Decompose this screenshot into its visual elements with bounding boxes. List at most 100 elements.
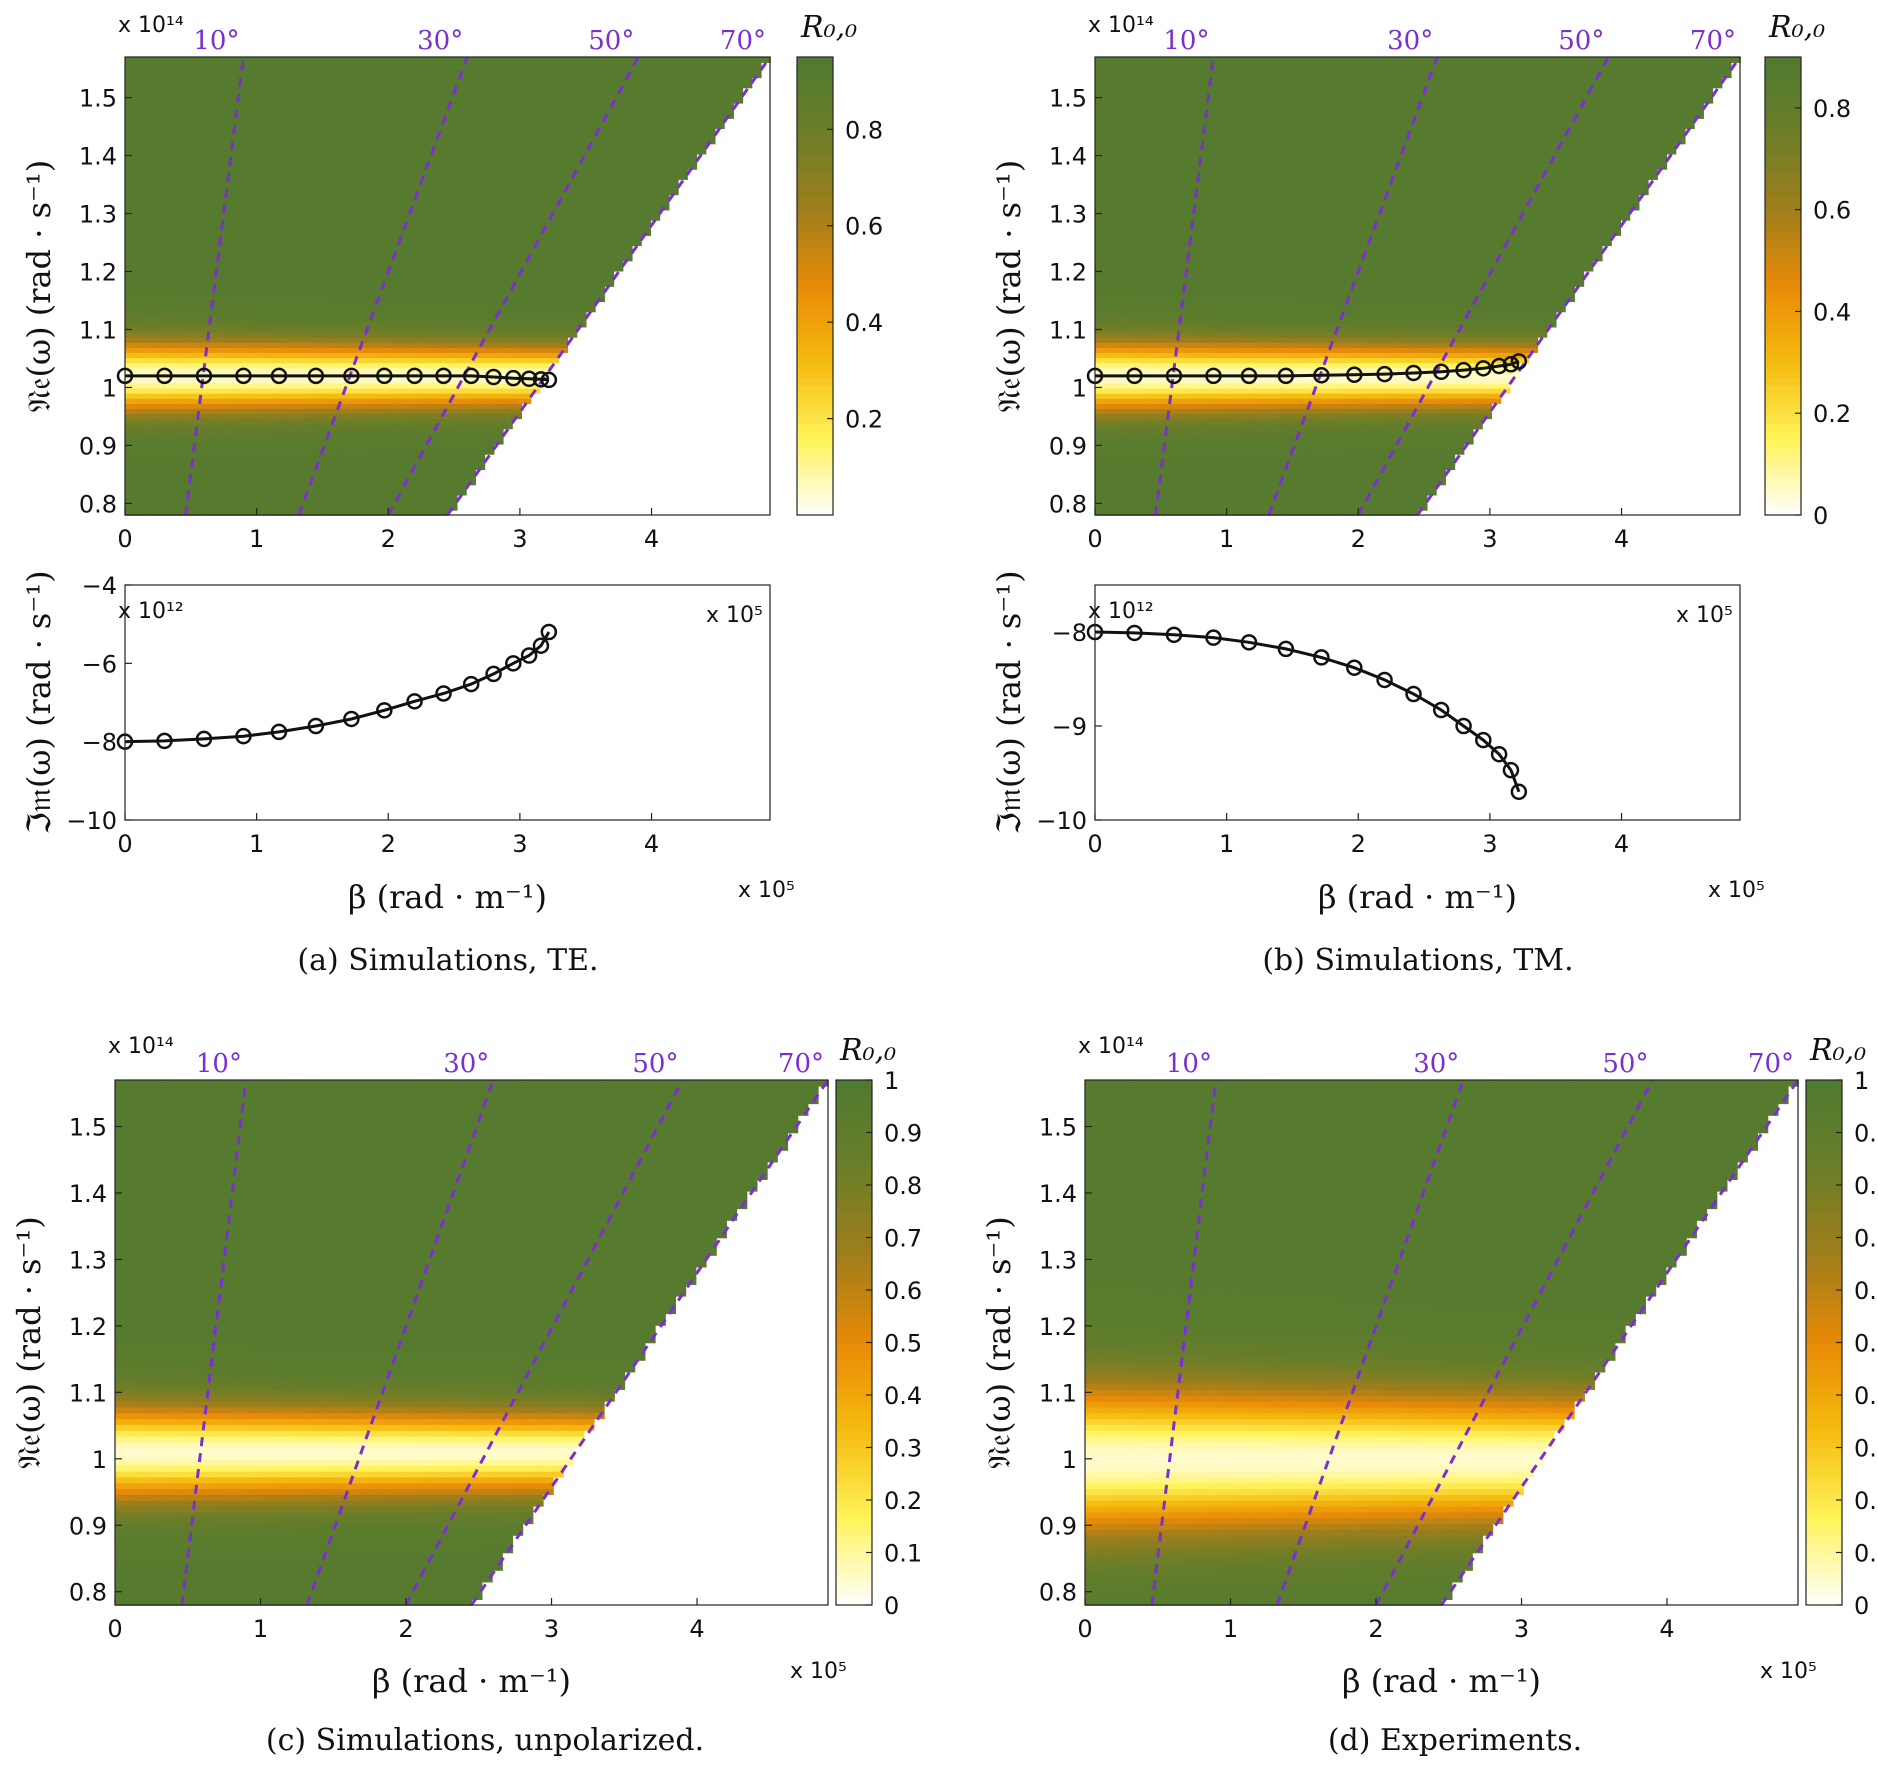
heatmap-cell [336,347,347,353]
heatmap-cell [290,321,301,328]
heatmap-cell [641,214,652,221]
heatmap-cell [465,235,476,241]
heatmap-cell [336,143,347,150]
heatmap-cell [594,158,605,165]
heatmap-cell [429,352,440,359]
heatmap-cell [429,194,440,201]
heatmap-cell [465,97,476,104]
heatmap-cell [539,286,550,292]
heatmap-cell [244,265,255,272]
heatmap-cell [180,474,191,481]
heatmap-cell [290,123,301,130]
heatmap-cell [493,67,504,74]
heatmap-cell [383,448,394,455]
heatmap-cell [281,57,292,63]
heatmap-cell [272,275,283,282]
heatmap-cell [226,306,237,313]
heatmap-cell [217,489,228,496]
heatmap-cell [696,92,707,99]
heatmap-cell [438,255,449,262]
heatmap-cell [272,179,283,186]
heatmap-cell [143,184,154,191]
heatmap-cell [134,484,145,491]
heatmap-cell [502,194,513,201]
colorbar-cell [797,194,833,203]
heatmap-cell [567,143,578,150]
heatmap-cell [180,275,191,282]
heatmap-cell [401,107,412,114]
heatmap-cell [327,509,338,516]
heatmap-cell [143,509,154,516]
heatmap-cell [475,311,486,318]
heatmap-cell [419,413,430,420]
heatmap-cell [272,464,283,470]
heatmap-cell [410,97,421,104]
heatmap-cell [125,265,136,272]
heatmap-cell [364,199,375,206]
heatmap-cell [171,448,182,455]
heatmap-cell [226,72,237,79]
heatmap-cell [318,189,329,196]
heatmap-cell [244,270,255,277]
heatmap-cell [465,163,476,170]
heatmap-cell [207,260,218,267]
heatmap-cell [152,321,163,328]
heatmap-cell [484,72,495,79]
heatmap-cell [512,57,523,63]
heatmap-cell [161,148,172,155]
heatmap-cell [465,459,476,465]
heatmap-cell [309,280,320,287]
heatmap-cell [742,57,753,63]
heatmap-cell [290,102,301,109]
heatmap-cell [465,260,476,267]
heatmap-cell [346,448,357,455]
heatmap-cell [493,153,504,160]
heatmap-cell [171,484,182,491]
heatmap-cell [465,280,476,287]
heatmap-cell [558,158,569,165]
heatmap-cell [180,260,191,267]
heatmap-cell [207,428,218,435]
heatmap-cell [567,296,578,303]
heatmap-cell [493,372,504,379]
heatmap-cell [226,250,237,257]
heatmap-cell [309,245,320,252]
heatmap-cell [300,296,311,303]
heatmap-cell [171,265,182,272]
heatmap-cell [539,77,550,84]
heatmap-cell [364,448,375,455]
heatmap-cell [429,301,440,308]
heatmap-cell [263,275,274,282]
heatmap-cell [327,301,338,308]
heatmap-cell [383,443,394,450]
heatmap-cell [254,92,265,99]
heatmap-cell [189,255,200,262]
heatmap-cell [207,245,218,252]
heatmap-cell [217,230,228,236]
heatmap-cell [336,377,347,384]
heatmap-cell [558,168,569,175]
heatmap-cell [318,275,329,282]
x-tick-label: 1 [249,830,264,858]
heatmap-cell [419,326,430,333]
heatmap-cell [346,474,357,481]
heatmap-cell [281,464,292,470]
heatmap-cell [530,97,541,104]
heatmap-cell [263,459,274,465]
heatmap-cell [613,57,624,63]
heatmap-cell [143,224,154,231]
heatmap-cell [143,87,154,94]
heatmap-cell [171,469,182,476]
heatmap-cell [364,230,375,236]
heatmap-cell [687,97,698,104]
heatmap-cell [502,347,513,353]
heatmap-cell [281,301,292,308]
heatmap-cell [125,321,136,328]
heatmap-cell [254,336,265,343]
heatmap-cell [346,82,357,89]
heatmap-cell [512,123,523,130]
heatmap-cell [484,403,495,409]
heatmap-cell [189,311,200,318]
heatmap-cell [475,250,486,257]
heatmap-cell [152,250,163,257]
